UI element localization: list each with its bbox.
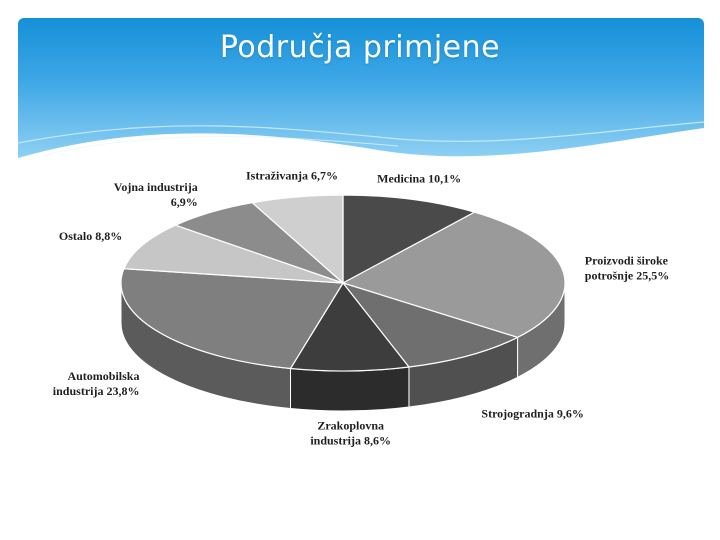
pie-sides — [120, 282, 566, 412]
pie-slice-5 — [123, 224, 344, 284]
pie-slice-7 — [250, 194, 344, 285]
pie-label-7: Istraživanja 6,7% — [246, 168, 338, 182]
pie-labels: Medicina 10,1% Proizvodi široke potrošnje … — [53, 168, 669, 447]
pie-slice-2 — [341, 281, 520, 368]
pie-label-0: Medicina 10,1% — [377, 171, 461, 185]
header-wave-decoration — [18, 121, 704, 158]
pie-label-6: Vojna industrija 6,9% — [114, 180, 198, 209]
pie-slice-3 — [289, 281, 411, 372]
pie-label-2: Strojogradnja 9,6% — [481, 407, 583, 421]
pie-slice-0 — [342, 194, 477, 285]
pie-slice-1 — [341, 211, 566, 339]
pie-label-4: Automobilska industrija 23,8% — [53, 369, 140, 398]
pie-slices — [120, 194, 566, 372]
pie-label-3: Zrakoplovna industrija 8,6% — [310, 418, 391, 447]
pie-side-3 — [289, 366, 410, 412]
pie-label-5: Ostalo 8,8% — [59, 229, 122, 243]
slide-title: Područja primjene — [219, 30, 501, 65]
pie-label-1: Proizvodi široke potrošnje 25,5% — [585, 254, 669, 283]
pie-slice-4 — [120, 268, 345, 370]
slide-header-band — [18, 18, 704, 158]
